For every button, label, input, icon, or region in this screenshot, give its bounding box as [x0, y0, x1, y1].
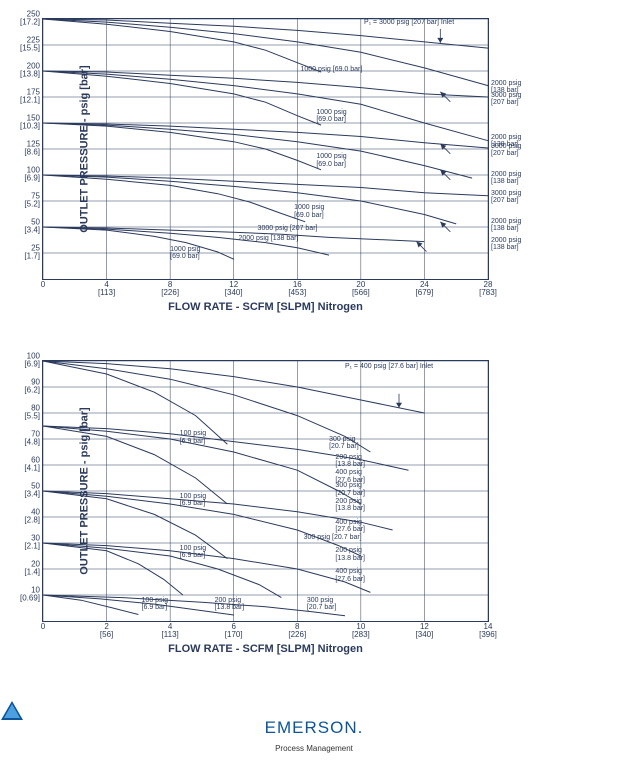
y-tick: 200 [13.8]	[20, 63, 40, 80]
x-tick: 24 [679]	[416, 281, 434, 298]
y-tick: 90 [6.2]	[24, 379, 40, 396]
x-tick: 20 [566]	[352, 281, 370, 298]
curve	[43, 595, 234, 615]
curve-label: 3000 psig [207 bar]	[491, 190, 521, 205]
curve-label: 100 psig [6.9 bar]	[142, 597, 168, 612]
curve-label: 200 psig [13.8 bar]	[335, 547, 365, 562]
curve	[43, 543, 370, 592]
curve-label: 1000 psig [69.0 bar]	[170, 246, 200, 261]
x-tick: 2 [56]	[100, 623, 113, 640]
curve-label: 1000 psig [69.0 bar]	[316, 153, 346, 168]
x-tick: 12 [340]	[225, 281, 243, 298]
x-tick: 16 [453]	[288, 281, 306, 298]
x-axis-label: FLOW RATE - SCFM [SLPM] Nitrogen	[43, 643, 488, 655]
curve-label: 3000 psig [207 bar]	[258, 225, 318, 232]
inlet-label: P₁ = 3000 psig [207 bar] Inlet	[364, 19, 454, 26]
page: OUTLET PRESSURE - psig [bar]FLOW RATE - …	[0, 0, 628, 763]
curve-label: 200 psig [13.8 bar]	[335, 498, 365, 513]
y-tick: 30 [2.1]	[24, 535, 40, 552]
curve-label: 400 psig [27.6 bar]	[335, 568, 365, 583]
y-tick: 25 [1.7]	[24, 245, 40, 262]
curve-label: 300 psig [20.7 bar]	[335, 482, 365, 497]
y-tick: 80 [5.5]	[24, 405, 40, 422]
x-tick: 12 [340]	[416, 623, 434, 640]
y-tick: 150 [10.3]	[20, 115, 40, 132]
curve-label: 2000 psig [138 bar]	[491, 171, 521, 186]
curve-label: 200 psig [13.8 bar]	[335, 454, 365, 469]
curve-label: 100 psig [6.9 bar]	[180, 430, 206, 445]
inlet-label: P₁ = 400 psig [27.6 bar] Inlet	[345, 363, 433, 370]
x-tick: 28 [783]	[479, 281, 497, 298]
x-tick: 6 [170]	[225, 623, 243, 640]
curve-label: 1000 psig [69.0 bar]	[300, 66, 362, 73]
curve-label: 300 psig [20.7 bar]	[307, 597, 337, 612]
curve	[43, 71, 488, 97]
y-tick: 100 [6.9]	[24, 353, 40, 370]
y-tick: 225 [15.5]	[20, 37, 40, 54]
curve-label: 2000 psig [138 bar]	[491, 218, 521, 233]
curve-label: 200 psig [13.8 bar]	[215, 597, 245, 612]
curve-label: 1000 psig [69.0 bar]	[294, 204, 324, 219]
curve	[43, 19, 321, 72]
x-tick: 4 [113]	[162, 623, 179, 640]
curve-label: 2000 psig [138 bar]	[238, 235, 298, 242]
brand-name: EMERSON.	[265, 718, 364, 737]
curve-label: 100 psig [6.9 bar]	[180, 493, 206, 508]
y-tick: 10 [0.69]	[20, 587, 40, 604]
curve	[43, 175, 488, 196]
curve-label: 3000 psig [207 bar]	[491, 143, 521, 158]
y-tick: 60 [4.1]	[24, 457, 40, 474]
x-tick: 4 [113]	[98, 281, 115, 298]
y-tick: 50 [3.4]	[24, 483, 40, 500]
y-tick: 100 [6.9]	[24, 167, 40, 184]
curve-label: 100 psig [6.9 bar]	[180, 545, 206, 560]
curve	[43, 71, 321, 125]
curve-label: 400 psig [27.6 bar]	[335, 519, 365, 534]
x-tick: 8 [226]	[288, 623, 306, 640]
x-tick: 0	[41, 623, 45, 631]
curve	[43, 19, 488, 86]
y-tick: 70 [4.8]	[24, 431, 40, 448]
curve-label: 2000 psig [138 bar]	[491, 237, 521, 252]
y-tick: 175 [12.1]	[20, 89, 40, 106]
curve	[43, 227, 234, 259]
y-tick: 125 [8.6]	[24, 141, 40, 158]
chart-svg	[43, 361, 488, 621]
y-tick: 50 [3.4]	[24, 219, 40, 236]
curve-label: 3000 psig [207 bar]	[491, 92, 521, 107]
x-tick: 14 [396]	[479, 623, 497, 640]
curve-label: 1000 psig [69.0 bar]	[316, 109, 346, 124]
brand-logo: EMERSON. Process Management	[0, 700, 628, 756]
x-tick: 8 [226]	[161, 281, 179, 298]
curve-label: 300 psig [20.7 bar]	[329, 436, 359, 451]
x-axis-label: FLOW RATE - SCFM [SLPM] Nitrogen	[43, 301, 488, 313]
y-tick: 250 [17.2]	[20, 11, 40, 28]
emerson-icon	[0, 700, 24, 722]
curve	[43, 543, 281, 598]
plot-area: OUTLET PRESSURE - psig [bar]FLOW RATE - …	[42, 18, 489, 280]
brand-tagline: Process Management	[275, 744, 353, 753]
y-tick: 75 [5.2]	[24, 193, 40, 210]
curve	[43, 123, 472, 178]
curve-label: 300 psig [20.7 bar]	[304, 534, 362, 541]
y-tick: 40 [2.8]	[24, 509, 40, 526]
plot-area: OUTLET PRESSURE - psig [bar]FLOW RATE - …	[42, 360, 489, 622]
y-tick: 20 [1.4]	[24, 561, 40, 578]
x-tick: 10 [283]	[352, 623, 370, 640]
x-tick: 0	[41, 281, 45, 289]
curve	[43, 71, 488, 141]
